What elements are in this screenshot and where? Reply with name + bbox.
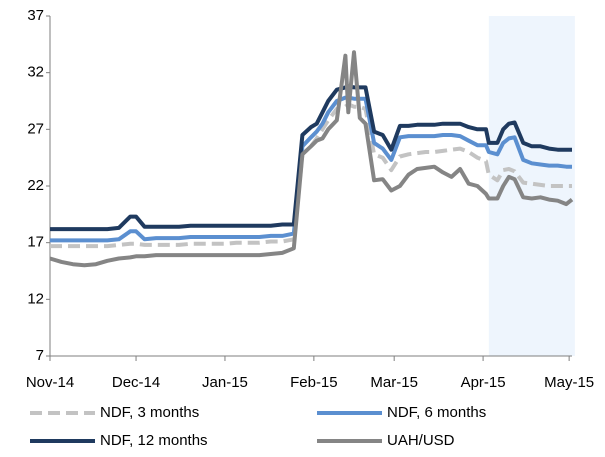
y-tick-label: 32 [27,64,44,81]
x-tick-label: Jan-15 [202,374,248,391]
x-tick-label: Nov-14 [26,374,74,391]
y-tick-label: 17 [27,234,44,251]
y-tick-label: 27 [27,120,44,137]
series-line [49,50,574,268]
legend-label: NDF, 3 months [100,404,199,421]
y-tick-label: 22 [27,177,44,194]
y-tick-label: 7 [36,347,44,364]
legend-label: UAH/USD [387,432,455,449]
y-tick-label: 12 [27,290,44,307]
legend-label: NDF, 6 months [387,404,486,421]
x-tick-label: Dec-14 [112,374,160,391]
y-tick-label: 37 [27,7,44,24]
legend-label: NDF, 12 months [100,432,208,449]
x-tick-label: Mar-15 [370,374,418,391]
x-tick-label: Feb-15 [290,374,338,391]
x-tick-label: Apr-15 [461,374,506,391]
x-tick-label: May-15 [544,374,594,391]
